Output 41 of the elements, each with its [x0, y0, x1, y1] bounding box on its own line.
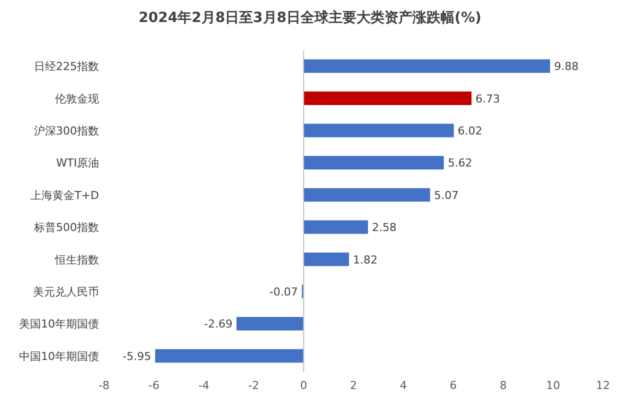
data-label: -0.07 [269, 286, 298, 298]
x-tick-label: -2 [248, 379, 260, 392]
y-tick-label: 美国10年期国债 [19, 318, 99, 331]
x-tick-label: 10 [546, 379, 560, 392]
x-tick-label: 12 [596, 379, 610, 392]
data-label: 1.82 [353, 253, 378, 266]
x-tick-label: 2 [350, 379, 357, 392]
y-tick-label: 中国10年期国债 [19, 350, 99, 363]
y-tick-label: 上海黄金T+D [30, 188, 99, 202]
bar [304, 156, 444, 170]
x-tick-label: -8 [98, 379, 110, 392]
chart-title: 2024年2月8日至3月8日全球主要大类资产涨跌幅(%) [138, 9, 482, 26]
bar [304, 92, 472, 106]
y-tick-label: 日经225指数 [34, 60, 99, 74]
x-tick-label: -4 [198, 379, 210, 392]
data-label: 9.88 [554, 60, 579, 74]
x-tick-label: 8 [500, 379, 507, 392]
data-label: 5.07 [434, 188, 459, 202]
x-tick-label: 0 [300, 379, 308, 392]
data-label: 6.02 [458, 124, 482, 138]
bar [304, 188, 430, 202]
data-label: 6.73 [476, 92, 500, 106]
x-tick-label: 6 [450, 379, 457, 392]
y-tick-label: 标普500指数 [33, 221, 99, 234]
y-tick-label: 美元兑人民币 [33, 286, 99, 298]
data-label: -5.95 [122, 350, 152, 363]
x-tick-label: 4 [400, 379, 407, 392]
data-label: 2.58 [372, 221, 396, 234]
bar [236, 316, 304, 330]
y-tick-label: 沪深300指数 [34, 124, 99, 138]
data-label: -2.69 [204, 318, 232, 331]
y-tick-label: 伦敦金现 [55, 92, 99, 106]
bar [304, 220, 368, 234]
bar [304, 252, 350, 266]
bar [155, 349, 304, 363]
bar [304, 59, 550, 73]
y-tick-label: WTI原油 [56, 156, 99, 170]
bar [304, 124, 454, 138]
x-tick-label: -6 [148, 379, 160, 392]
y-tick-label: 恒生指数 [54, 253, 99, 266]
data-label: 5.62 [448, 156, 472, 170]
